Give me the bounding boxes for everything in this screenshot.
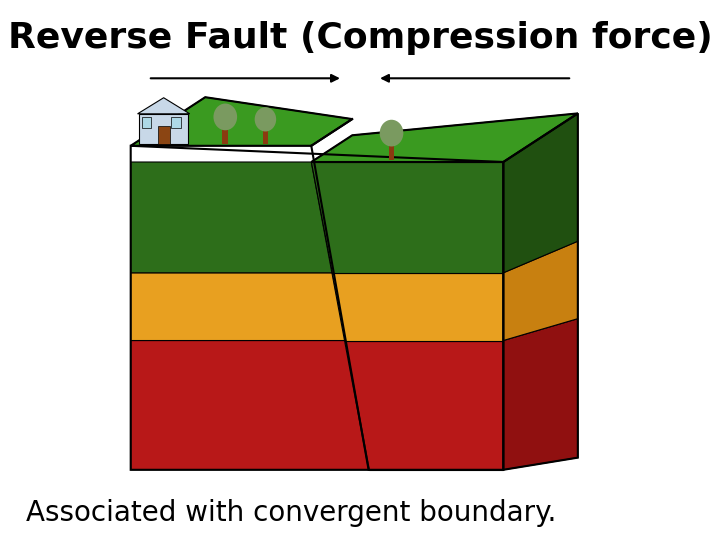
Bar: [389, 144, 395, 160]
Polygon shape: [131, 97, 352, 146]
Polygon shape: [171, 117, 181, 127]
Ellipse shape: [255, 107, 276, 131]
Polygon shape: [503, 319, 578, 470]
Polygon shape: [142, 117, 151, 127]
Polygon shape: [332, 273, 503, 341]
Ellipse shape: [213, 104, 237, 130]
Text: Reverse Fault (Compression force): Reverse Fault (Compression force): [8, 21, 712, 55]
Polygon shape: [345, 341, 503, 470]
Polygon shape: [311, 113, 578, 162]
Polygon shape: [131, 341, 369, 470]
Bar: [222, 127, 228, 144]
Polygon shape: [131, 273, 345, 341]
Polygon shape: [139, 114, 188, 144]
Bar: [263, 129, 268, 144]
Polygon shape: [503, 113, 578, 273]
Polygon shape: [311, 162, 503, 273]
Polygon shape: [158, 126, 169, 144]
Text: Associated with convergent boundary.: Associated with convergent boundary.: [26, 499, 557, 527]
Polygon shape: [503, 241, 578, 341]
Ellipse shape: [379, 120, 403, 146]
Polygon shape: [138, 98, 190, 114]
Polygon shape: [131, 162, 332, 273]
